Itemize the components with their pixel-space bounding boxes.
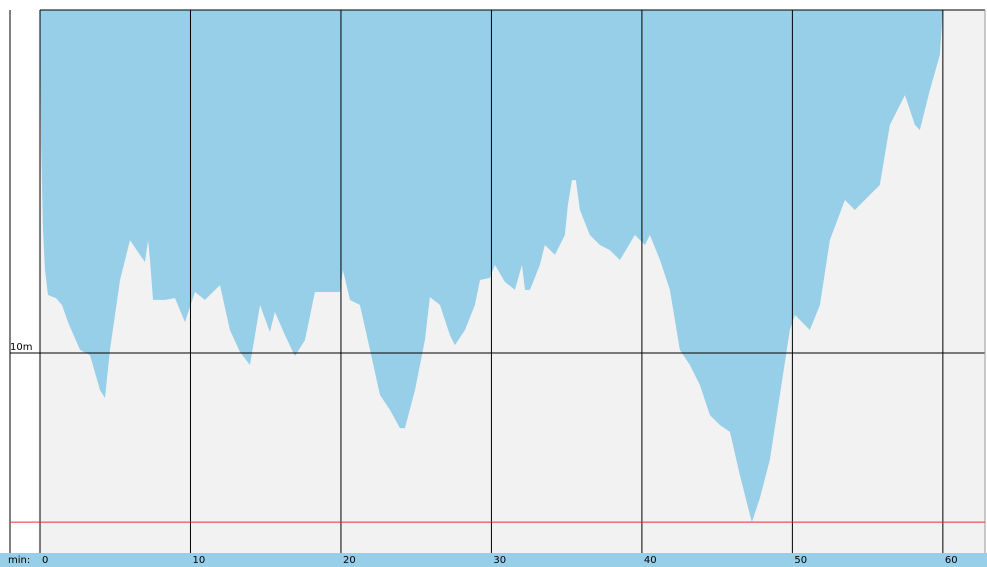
x-tick-label: 0 <box>42 555 48 566</box>
x-tick-label: 10 <box>192 555 205 566</box>
x-tick-label: 30 <box>493 555 506 566</box>
x-axis-label: min: <box>8 555 30 566</box>
y-tick-label: 10m <box>10 342 32 353</box>
x-tick-label: 40 <box>644 555 657 566</box>
x-tick-label: 50 <box>794 555 807 566</box>
x-tick-label: 20 <box>343 555 356 566</box>
x-axis-strip <box>0 553 987 567</box>
x-tick-label: 60 <box>945 555 958 566</box>
